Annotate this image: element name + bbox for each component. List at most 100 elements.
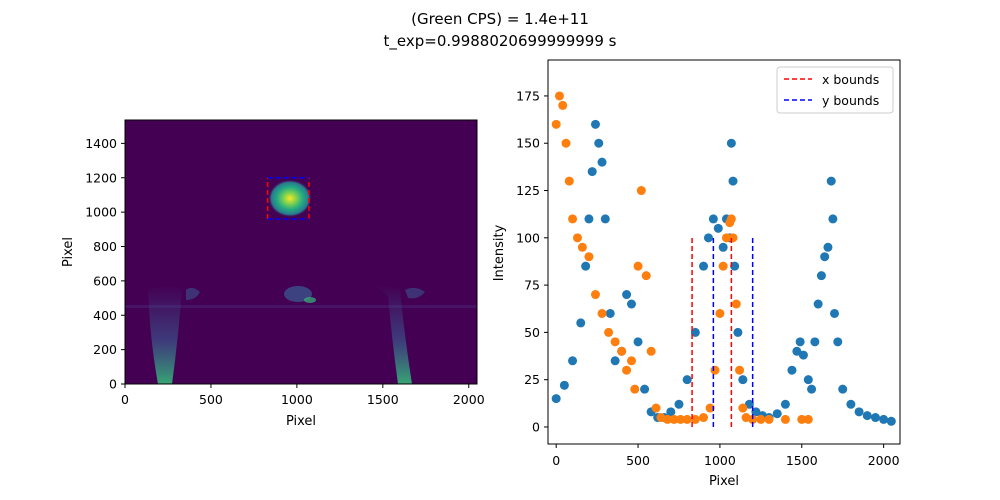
profile-x-tick-label: 2000 <box>868 453 900 468</box>
blue-point <box>600 214 610 224</box>
blue-point <box>846 399 856 409</box>
blue-point <box>751 407 761 417</box>
profile-x-axis-label: Pixel <box>709 474 739 489</box>
blue-point <box>792 346 802 356</box>
orange-point <box>564 176 574 186</box>
blue-point <box>826 176 836 186</box>
orange-point <box>715 308 725 318</box>
image-y-tick-label: 1200 <box>85 170 117 185</box>
blue-point <box>551 394 561 404</box>
orange-point <box>617 346 627 356</box>
orange-point <box>561 138 571 148</box>
legend-box <box>776 66 894 114</box>
orange-point <box>610 337 620 347</box>
left-leg-glow <box>148 286 182 384</box>
orange-point <box>626 356 636 366</box>
profile-y-tick-label: 25 <box>524 372 540 387</box>
title-line-1: (Green CPS) = 1.4e+11 <box>411 10 589 28</box>
image-panel: 0 500 1000 1500 2000 0 200 400 600 800 1000 1200 14… <box>61 119 485 429</box>
profile-y-tick-label: 150 <box>516 136 540 151</box>
profile-frame <box>547 59 901 445</box>
blue-point <box>728 176 738 186</box>
blue-point <box>597 157 607 167</box>
blue-point <box>854 407 864 417</box>
legend: x bounds y bounds <box>776 66 894 114</box>
profile-y-tick-label: 175 <box>516 88 540 103</box>
blue-point <box>816 271 826 281</box>
orange-point <box>577 242 587 252</box>
blue-point <box>674 399 684 409</box>
blue-point <box>813 299 823 309</box>
orange-point <box>590 290 600 300</box>
profile-y-tick-label: 125 <box>516 183 540 198</box>
blue-point <box>780 399 790 409</box>
orange-point <box>554 91 564 101</box>
profile-y-ticks: 0 25 50 75 100 125 150 175 <box>516 88 548 434</box>
orange-point <box>738 403 748 413</box>
blue-point <box>833 337 843 347</box>
orange-point <box>568 214 578 224</box>
scatter-marks <box>551 91 896 426</box>
blue-point <box>870 413 880 423</box>
orange-point <box>797 414 807 424</box>
orange-point <box>604 327 614 337</box>
blue-point <box>708 214 718 224</box>
blue-point <box>713 223 723 233</box>
orange-point <box>682 414 692 424</box>
orange-point <box>636 186 646 196</box>
orange-point <box>756 414 766 424</box>
blue-point <box>640 384 650 394</box>
blue-point <box>584 214 594 224</box>
image-background <box>125 120 477 384</box>
blue-point <box>666 407 676 417</box>
orange-point <box>731 299 741 309</box>
blue-point <box>886 416 896 426</box>
blue-point <box>810 337 820 347</box>
orange-point <box>728 233 738 243</box>
orange-point <box>705 403 715 413</box>
image-y-axis-label: Pixel <box>61 237 76 267</box>
orange-point <box>735 365 745 375</box>
image-y-tick-label: 1000 <box>85 205 117 220</box>
blue-point <box>718 242 728 252</box>
blue-point <box>807 384 817 394</box>
profile-x-tick-label: 0 <box>552 453 560 468</box>
right-leg-glow <box>378 285 412 384</box>
blue-point <box>787 365 797 375</box>
orange-point <box>699 413 709 423</box>
blue-point <box>626 299 636 309</box>
title-line-2: t_exp=0.9988020699999999 s <box>384 32 617 51</box>
blue-point <box>744 399 754 409</box>
orange-point <box>721 233 731 243</box>
profile-x-tick-label: 1500 <box>786 453 818 468</box>
orange-point <box>597 308 607 318</box>
orange-point <box>630 384 640 394</box>
image-frame <box>124 119 478 385</box>
orange-point <box>558 100 568 110</box>
legend-x-bounds-label: x bounds <box>822 72 879 87</box>
legend-y-bounds-label: y bounds <box>822 93 879 108</box>
image-y-tick-label: 800 <box>93 239 117 254</box>
orange-point <box>641 271 651 281</box>
orange-point <box>622 365 632 375</box>
blue-point <box>568 356 578 366</box>
orange-point <box>584 252 594 262</box>
blue-point <box>581 261 591 271</box>
blue-point <box>730 261 740 271</box>
orange-point <box>718 261 728 271</box>
image-x-ticks: 0 500 1000 1500 2000 <box>121 384 485 407</box>
blue-point <box>772 409 782 419</box>
image-y-tick-label: 400 <box>93 308 117 323</box>
image-features <box>125 179 477 384</box>
blue-point <box>795 337 805 347</box>
profile-x-tick-label: 1000 <box>704 453 736 468</box>
blue-point <box>823 242 833 252</box>
image-x-tick-label: 1500 <box>367 392 399 407</box>
blue-point <box>838 384 848 394</box>
center-feature <box>284 286 312 302</box>
orange-point <box>676 414 686 424</box>
roi-box <box>266 177 310 220</box>
profile-x-ticks: 0 500 1000 1500 2000 <box>552 444 900 468</box>
blue-point <box>726 138 736 148</box>
